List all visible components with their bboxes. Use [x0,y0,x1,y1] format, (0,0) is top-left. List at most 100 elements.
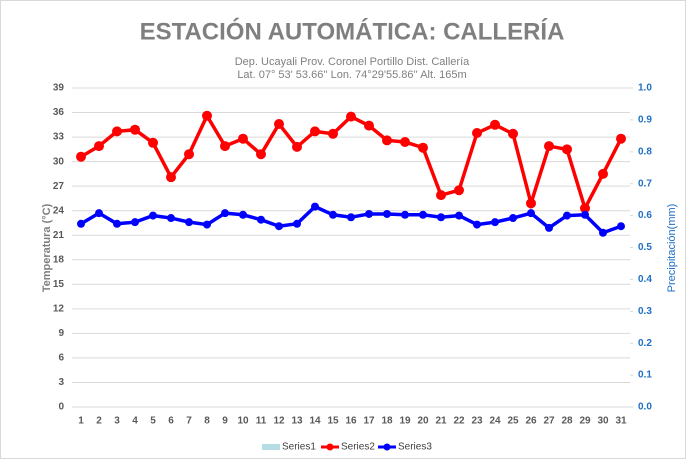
x-tick-label: 9 [222,416,228,427]
chart-title: ESTACIÓN AUTOMÁTICA: CALLERÍA [140,17,565,45]
point [436,190,446,201]
point [491,218,499,227]
x-tick-label: 12 [273,416,285,427]
x-tick-label: 25 [507,416,519,427]
y-tick-label: 18 [53,254,65,265]
point [94,141,104,152]
point [166,172,176,183]
point [383,209,391,218]
legend-label: Series1 [282,442,316,453]
point [473,220,481,229]
point [149,211,157,220]
point [293,219,301,228]
x-tick-label: 28 [561,416,573,427]
subtitle: Lat. 07° 53' 53.66'' Lon. 74°29'55.86'' … [237,69,466,81]
x-tick-label: 27 [543,416,555,427]
point [328,128,338,139]
point [239,210,247,219]
point [598,168,608,179]
point [185,218,193,227]
x-tick-label: 14 [309,416,321,427]
point [545,223,553,232]
x-tick-label: 2 [96,416,102,427]
point [203,220,211,229]
point [472,127,482,138]
x-tick-label: 7 [186,416,192,427]
point [418,142,428,153]
legend-label: Series2 [341,442,375,453]
x-tick-label: 5 [150,416,156,427]
point [347,213,355,222]
y2-tick-label: 0.2 [638,338,652,349]
point [580,203,590,214]
x-tick-label: 20 [417,416,429,427]
point [544,141,554,152]
x-tick-label: 23 [471,416,483,427]
point [599,228,607,237]
point [616,133,626,144]
x-tick-label: 26 [525,416,537,427]
y-tick-label: 36 [53,107,65,118]
y-tick-label: 15 [53,279,65,290]
point [113,219,121,228]
point [563,211,571,220]
x-tick-label: 18 [381,416,393,427]
point [311,202,319,211]
x-tick-label: 11 [256,416,267,427]
point [256,149,266,160]
point [77,219,85,228]
y-tick-label: 24 [53,205,65,216]
y-tick-label: 39 [53,83,65,94]
point [509,214,517,223]
x-tick-label: 10 [237,416,249,427]
y-tick-label: 3 [58,377,64,388]
y2-tick-label: 0.0 [638,402,652,413]
y-tick-label: 27 [53,181,65,192]
y2-axis-title: Precipitación(mm) [666,204,678,293]
point [365,209,373,218]
x-tick-label: 21 [435,416,447,427]
x-tick-label: 29 [579,416,591,427]
y2-tick-label: 1.0 [638,83,652,94]
point [220,141,230,152]
x-tick-label: 24 [489,416,501,427]
y2-tick-label: 0.6 [638,210,652,221]
y-tick-label: 33 [53,132,65,143]
y2-tick-label: 0.1 [638,370,652,381]
legend-swatch [262,444,280,450]
y2-tick-label: 0.8 [638,146,652,157]
point [562,144,572,155]
y-axis-title: Temperatura (°C) [41,203,53,292]
legend-swatch [383,443,391,451]
x-tick-label: 31 [615,416,627,427]
point [526,198,536,209]
point [76,151,86,162]
point [257,215,265,224]
point [382,135,392,146]
point [455,211,463,220]
y-tick-label: 30 [53,156,65,167]
y2-tick-label: 0.5 [638,242,652,253]
point [364,120,374,131]
legend-label: Series3 [398,442,432,453]
point [527,209,535,218]
point [148,137,158,148]
y-tick-label: 12 [53,303,65,314]
x-tick-label: 15 [327,416,339,427]
point [401,210,409,219]
subtitle: Dep. Ucayali Prov. Coronel Portillo Dist… [235,56,470,68]
point [508,128,518,139]
point [238,133,248,144]
y2-tick-label: 0.7 [638,178,652,189]
point [310,126,320,137]
y2-tick-label: 0.9 [638,115,652,126]
y-tick-label: 0 [58,402,64,413]
legend-swatch [326,443,334,451]
x-tick-label: 6 [168,416,174,427]
point [95,209,103,218]
x-tick-label: 30 [597,416,609,427]
x-tick-label: 8 [204,416,210,427]
x-tick-label: 22 [453,416,465,427]
point [454,185,464,196]
x-tick-label: 17 [363,416,375,427]
